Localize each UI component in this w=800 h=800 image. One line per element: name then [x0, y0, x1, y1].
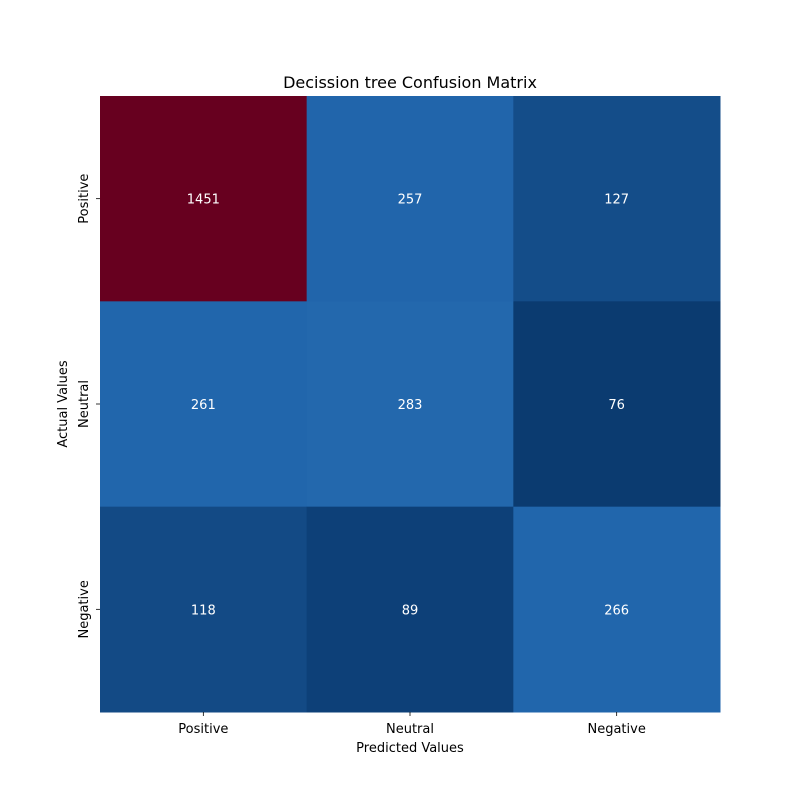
heatmap-cell-neutral-negative: [513, 301, 721, 508]
heatmap-cell-negative-negative: [513, 506, 721, 713]
cell-value-label: 1451: [187, 193, 220, 208]
heatmap-cell-labels: 1451 257 127 261 283 76 118 89 266: [187, 193, 629, 619]
x-tick-label: Positive: [178, 722, 228, 737]
heatmap-cell-positive-negative: [513, 96, 721, 302]
heatmap-cell-negative-positive: [100, 506, 308, 713]
y-tick-label: Positive: [77, 174, 92, 224]
x-tick-label: Negative: [587, 722, 645, 737]
cell-value-label: 261: [191, 398, 216, 413]
cell-value-label: 127: [604, 193, 629, 208]
y-axis-ticks: Positive Neutral Negative: [77, 174, 100, 639]
chart-title: Decission tree Confusion Matrix: [283, 73, 537, 92]
cell-value-label: 266: [604, 603, 629, 618]
cell-value-label: 118: [191, 603, 216, 618]
y-tick-label: Neutral: [77, 380, 92, 428]
y-tick-label: Negative: [77, 580, 92, 638]
cell-value-label: 283: [398, 398, 423, 413]
cell-value-label: 89: [402, 603, 419, 618]
x-tick-label: Neutral: [386, 722, 434, 737]
cell-value-label: 76: [608, 398, 625, 413]
heatmap-cell-positive-positive: [100, 96, 308, 302]
heatmap-cells: [100, 96, 721, 713]
heatmap-cell-neutral-neutral: [306, 301, 514, 508]
heatmap-cell-positive-neutral: [306, 96, 514, 302]
heatmap-cell-negative-neutral: [306, 506, 514, 713]
heatmap-cell-neutral-positive: [100, 301, 308, 508]
x-axis-label: Predicted Values: [356, 741, 464, 756]
y-axis-label: Actual Values: [56, 360, 71, 448]
x-axis-ticks: Positive Neutral Negative: [178, 712, 646, 737]
cell-value-label: 257: [398, 193, 423, 208]
